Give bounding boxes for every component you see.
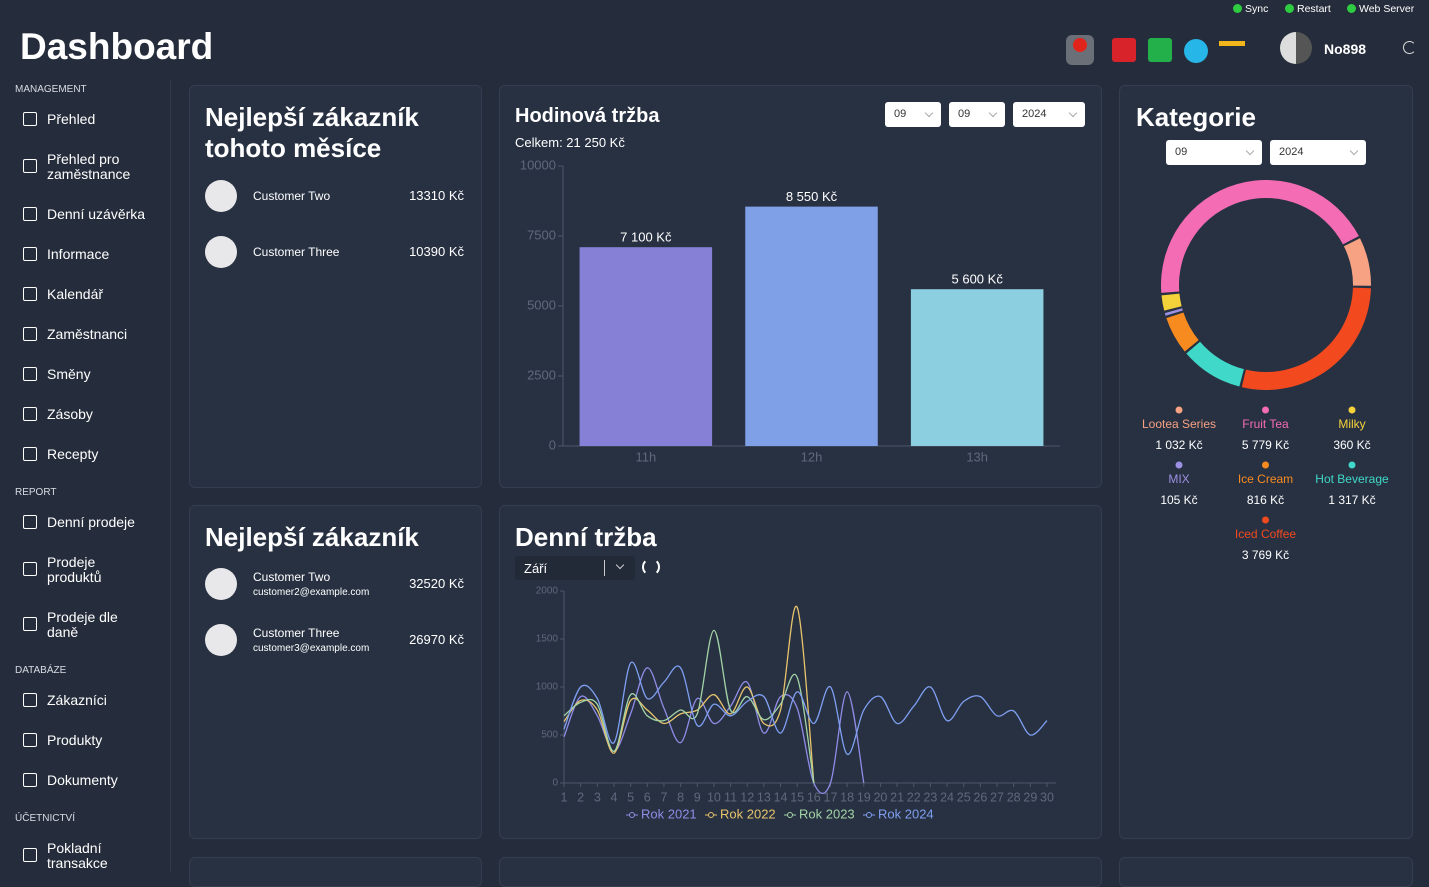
- status-label[interactable]: Web Server: [1359, 3, 1415, 15]
- section-label: ÚČETNICTVÍ: [15, 813, 75, 824]
- nav-icon: [23, 773, 37, 787]
- nav-icon: [23, 562, 37, 576]
- customer-amount: 26970 Kč: [409, 632, 464, 647]
- nav-item[interactable]: Informace: [47, 246, 110, 262]
- chart-title: Hodinová tržba: [515, 105, 660, 127]
- nav-icon: [23, 848, 37, 862]
- month-select-value: Září: [524, 561, 548, 576]
- nav-item[interactable]: Denní uzávěrka: [47, 206, 146, 222]
- nav-icon: [23, 159, 37, 173]
- nav-icon: [23, 287, 37, 301]
- card-title: Nejlepší zákazník tohoto měsíce: [205, 102, 419, 163]
- user-avatar[interactable]: [1280, 32, 1312, 64]
- customer-name: Customer Two: [253, 570, 331, 584]
- customer-amount: 10390 Kč: [409, 244, 464, 259]
- chart-title: Kategorie: [1136, 102, 1256, 132]
- customer-amount: 13310 Kč: [409, 188, 464, 203]
- customer-name: Customer Three: [253, 626, 340, 640]
- status-dot: [1233, 4, 1242, 13]
- app-icon[interactable]: [1184, 39, 1208, 63]
- nav-icon: [23, 733, 37, 747]
- card-title: Nejlepší zákazník: [205, 522, 419, 552]
- status-label[interactable]: Restart: [1297, 3, 1331, 15]
- status-label[interactable]: Sync: [1245, 3, 1269, 15]
- customer-email: customer2@example.com: [253, 587, 370, 598]
- page-title: Dashboard: [20, 26, 214, 67]
- nav-item[interactable]: Pokladní transakce: [47, 840, 108, 871]
- customer-email: customer3@example.com: [253, 643, 370, 654]
- customer-name: Customer Three: [253, 245, 340, 259]
- card: [1119, 857, 1413, 887]
- user-name[interactable]: No898: [1324, 41, 1367, 57]
- nav-icon: [23, 693, 37, 707]
- card: [189, 85, 482, 488]
- card: [189, 857, 482, 887]
- nav-icon: [23, 247, 37, 261]
- select-chevron: [615, 560, 625, 570]
- nav-item[interactable]: Zásoby: [47, 406, 93, 422]
- customer-avatar: [205, 180, 237, 212]
- customer-amount: 32520 Kč: [409, 576, 464, 591]
- nav-item[interactable]: Produkty: [47, 732, 103, 748]
- nav-item[interactable]: Zákazníci: [47, 692, 107, 708]
- nav-item[interactable]: Dokumenty: [47, 772, 118, 788]
- nav-item[interactable]: Směny: [47, 366, 91, 382]
- chart-title: Denní tržba: [515, 522, 657, 552]
- card: [1119, 85, 1413, 839]
- nav-icon: [23, 207, 37, 221]
- app-icon[interactable]: [1066, 35, 1094, 65]
- customer-avatar: [205, 568, 237, 600]
- month-select[interactable]: 09: [1166, 140, 1262, 165]
- refresh-button[interactable]: [642, 558, 660, 576]
- status-dot: [1347, 4, 1356, 13]
- nav-item[interactable]: Přehled: [47, 111, 96, 127]
- nav-icon: [23, 407, 37, 421]
- sidebar-divider: [170, 80, 171, 871]
- chart-subtitle: Celkem: 21 250 Kč: [515, 135, 625, 150]
- section-label: DATABÁZE: [15, 665, 67, 676]
- year-select[interactable]: 2024: [1270, 140, 1366, 165]
- month-select[interactable]: 09: [885, 102, 941, 127]
- section-label: MANAGEMENT: [15, 84, 87, 95]
- logout-icon[interactable]: [1403, 41, 1416, 54]
- nav-icon: [23, 447, 37, 461]
- app-icon[interactable]: [1148, 38, 1172, 62]
- select-divider: [604, 560, 605, 576]
- app-icon[interactable]: [1219, 41, 1245, 59]
- nav-icon: [23, 112, 37, 126]
- customer-name: Customer Two: [253, 189, 331, 203]
- nav-item[interactable]: Recepty: [47, 446, 99, 462]
- nav-item[interactable]: Denní prodeje: [47, 514, 135, 530]
- nav-icon: [23, 617, 37, 631]
- nav-icon: [23, 515, 37, 529]
- status-dot: [1285, 4, 1294, 13]
- month-select[interactable]: Září: [515, 556, 635, 580]
- section-label: REPORT: [15, 487, 57, 498]
- nav-item[interactable]: Prodeje produktů: [47, 554, 102, 585]
- nav-item[interactable]: Prodeje dle daně: [47, 609, 118, 640]
- customer-avatar: [205, 624, 237, 656]
- card: [189, 505, 482, 839]
- nav-item[interactable]: Přehled pro zaměstnance: [47, 151, 131, 182]
- nav-item[interactable]: Zaměstnanci: [47, 326, 128, 342]
- nav-item[interactable]: Kalendář: [47, 286, 104, 302]
- nav-icon: [23, 367, 37, 381]
- customer-avatar: [205, 236, 237, 268]
- day-select[interactable]: 09: [949, 102, 1005, 127]
- app-icon[interactable]: [1112, 38, 1136, 62]
- year-select[interactable]: 2024: [1013, 102, 1085, 127]
- nav-icon: [23, 327, 37, 341]
- card: [499, 857, 1102, 887]
